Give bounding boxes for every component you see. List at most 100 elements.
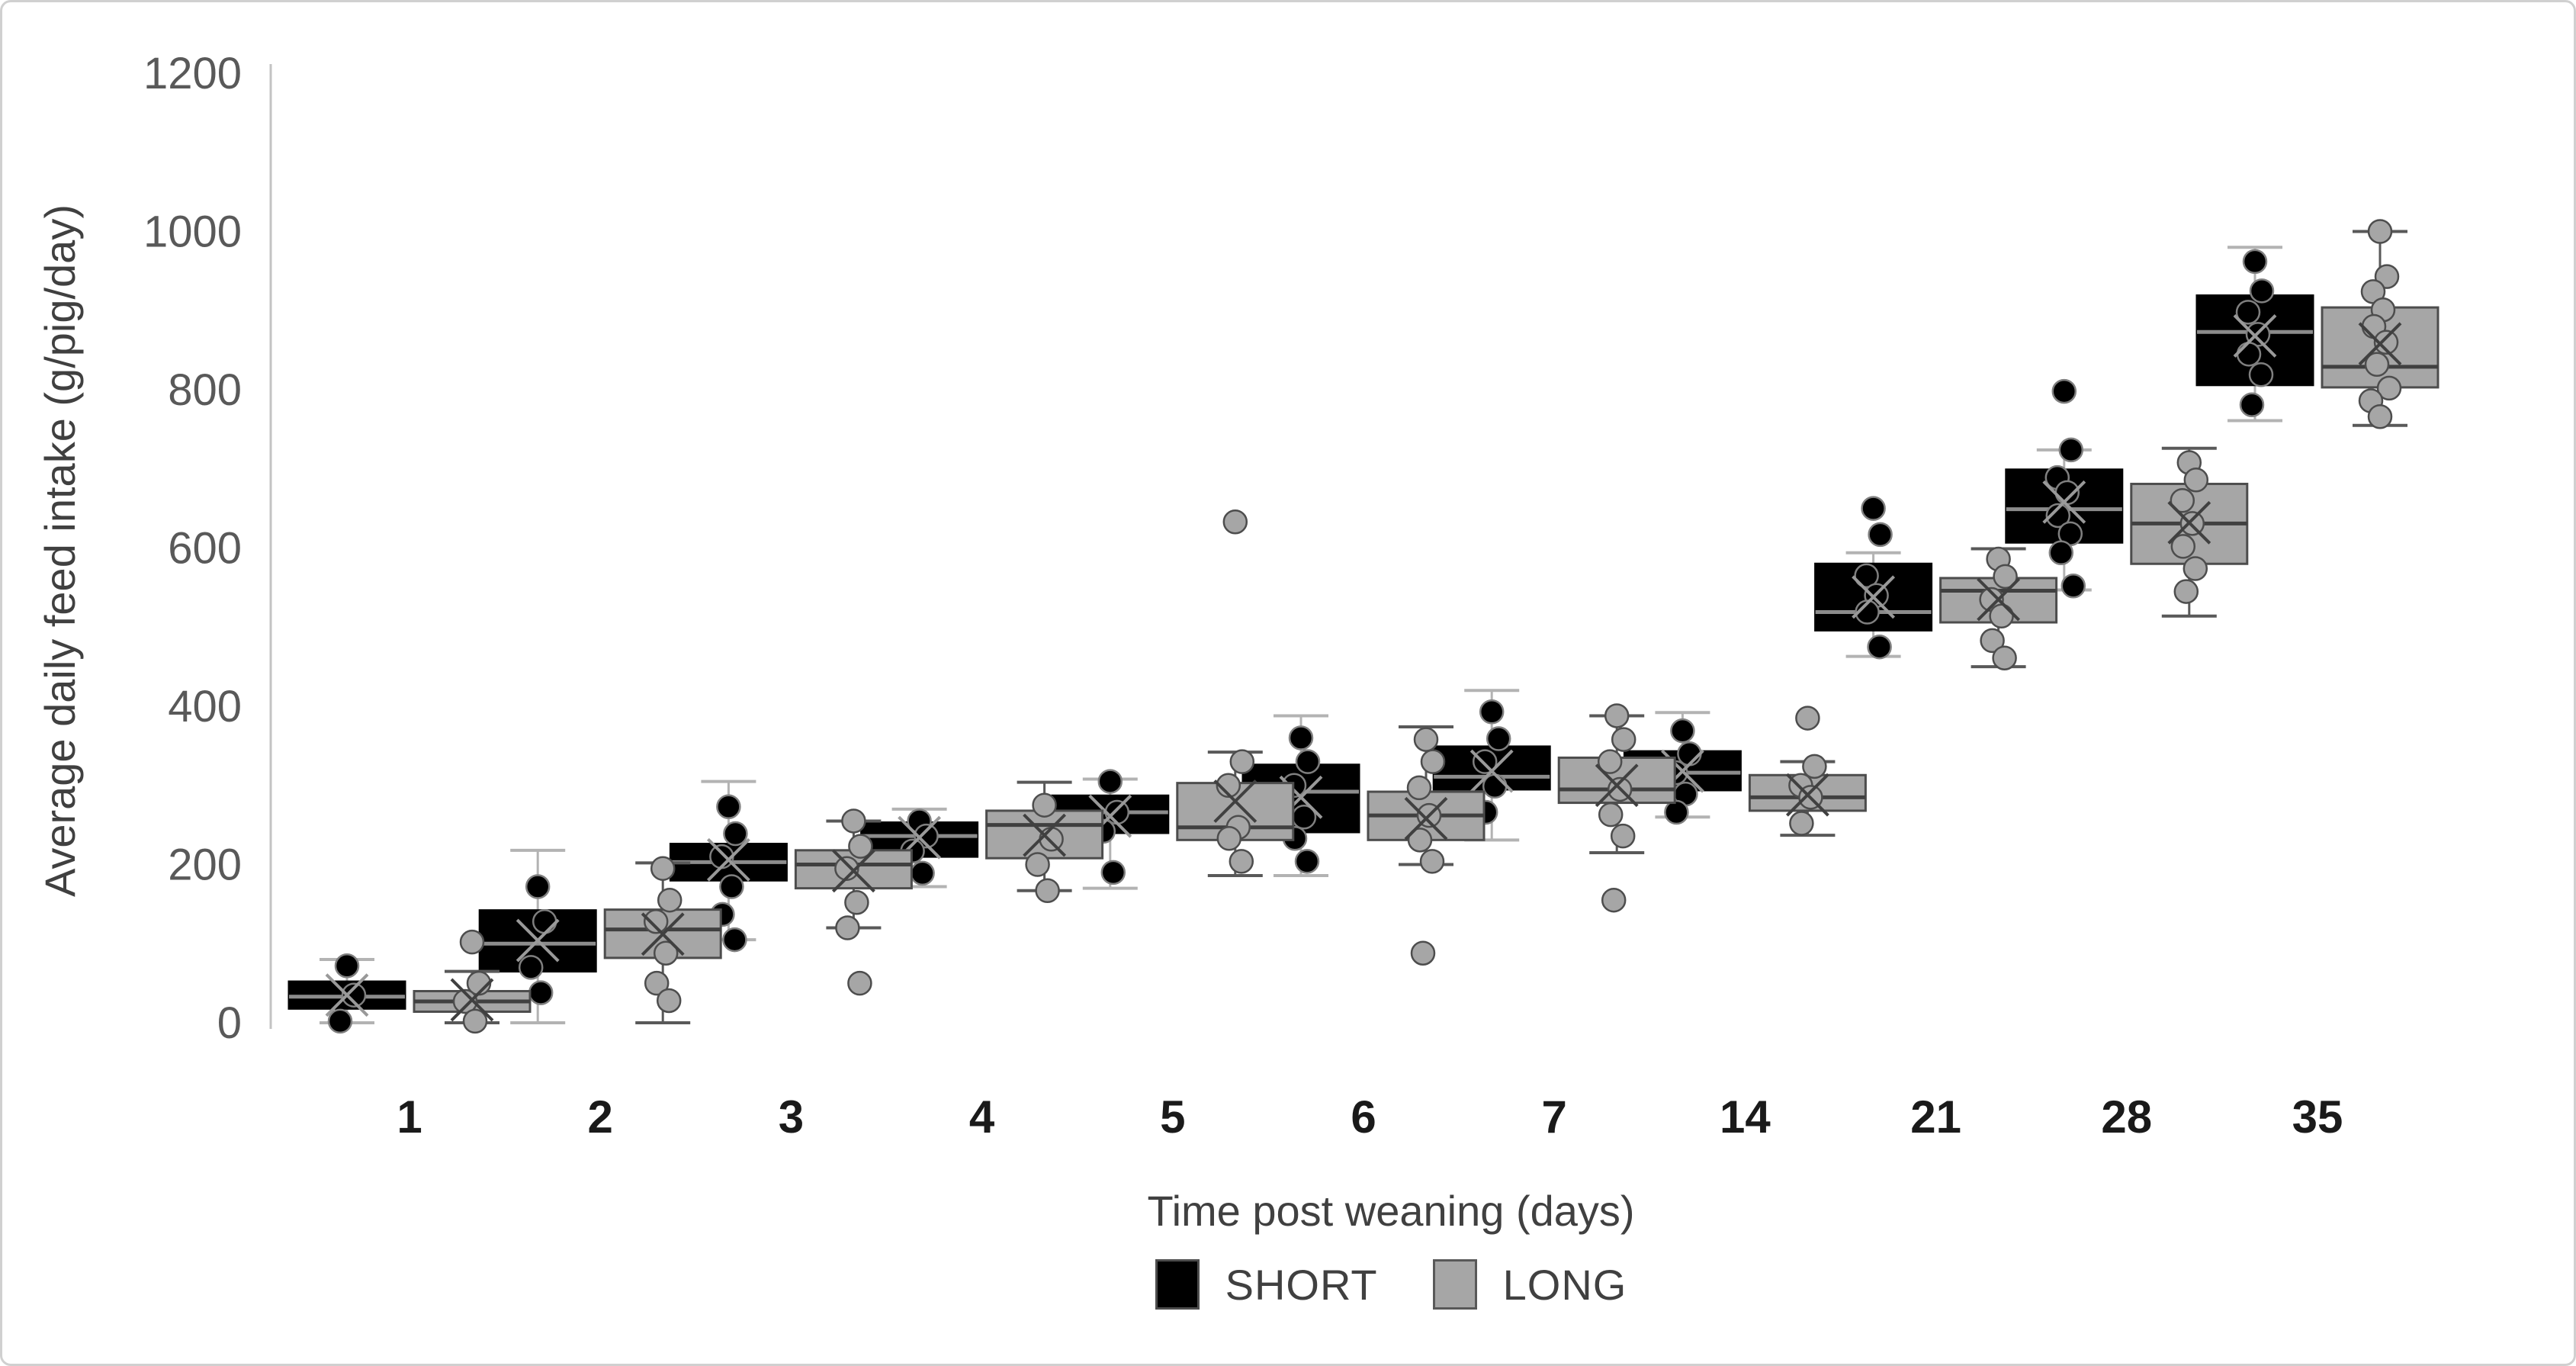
data-point-long-day-7 bbox=[1610, 823, 1636, 849]
data-point-long-day-6 bbox=[1406, 775, 1432, 801]
data-point-long-day-6 bbox=[1419, 849, 1445, 874]
x-tick-label: 14 bbox=[1720, 1091, 1771, 1143]
x-tick-label: 35 bbox=[2292, 1091, 2343, 1143]
mean-marker-long-day-5 bbox=[1213, 779, 1257, 823]
data-point-long-day-1 bbox=[462, 1008, 488, 1034]
data-point-short-day-7 bbox=[1486, 726, 1511, 751]
mean-marker-long-day-3 bbox=[831, 849, 875, 893]
data-point-long-day-7 bbox=[1598, 802, 1624, 828]
data-point-short-day-5 bbox=[1100, 860, 1126, 885]
mean-marker-short-day-1 bbox=[325, 973, 369, 1017]
data-point-short-day-2 bbox=[532, 908, 557, 934]
data-point-long-day-7 bbox=[1601, 887, 1627, 913]
data-point-short-day-5 bbox=[1097, 769, 1123, 794]
mean-marker-short-day-21 bbox=[1852, 575, 1896, 619]
data-point-long-day-2 bbox=[657, 887, 683, 913]
data-point-long-day-4 bbox=[1039, 827, 1064, 852]
y-tick-label: 800 bbox=[168, 365, 242, 415]
data-point-short-day-35 bbox=[2235, 300, 2261, 325]
data-point-short-day-21 bbox=[1861, 496, 1886, 521]
data-point-short-day-7 bbox=[1479, 699, 1505, 725]
mean-marker-short-day-35 bbox=[2233, 314, 2277, 358]
data-point-long-day-35 bbox=[2367, 404, 2393, 429]
data-point-long-day-3 bbox=[841, 808, 866, 834]
data-point-long-day-28 bbox=[2179, 511, 2205, 536]
data-point-short-day-35 bbox=[2249, 278, 2275, 304]
data-point-long-day-5 bbox=[1229, 749, 1255, 774]
data-point-long-day-3 bbox=[835, 915, 860, 940]
data-point-long-day-2 bbox=[656, 988, 682, 1014]
x-tick-label: 6 bbox=[1351, 1091, 1376, 1143]
x-tick-label: 28 bbox=[2101, 1091, 2152, 1143]
data-point-long-day-14 bbox=[1789, 811, 1814, 836]
data-point-short-day-1 bbox=[341, 982, 367, 1008]
data-point-short-day-28 bbox=[2058, 437, 2084, 463]
data-point-short-day-6 bbox=[1295, 749, 1321, 774]
data-point-long-day-4 bbox=[1032, 792, 1057, 818]
data-point-short-day-35 bbox=[2236, 342, 2262, 367]
data-point-short-day-28 bbox=[2048, 540, 2074, 565]
mean-marker-long-day-21 bbox=[1977, 577, 2021, 622]
data-point-long-day-28 bbox=[2183, 556, 2208, 581]
data-point-short-day-35 bbox=[2242, 249, 2268, 275]
data-point-long-day-6 bbox=[1407, 828, 1433, 853]
data-point-long-day-1 bbox=[452, 988, 478, 1014]
data-point-long-day-2 bbox=[643, 908, 669, 934]
data-point-short-day-7 bbox=[1472, 749, 1498, 774]
mean-marker-short-day-7 bbox=[1469, 749, 1514, 793]
data-point-long-day-6 bbox=[1410, 940, 1436, 966]
data-point-long-day-5 bbox=[1216, 773, 1241, 798]
y-tick-label: 1200 bbox=[143, 49, 242, 98]
data-point-short-day-14 bbox=[1670, 718, 1695, 744]
mean-marker-long-day-28 bbox=[2167, 500, 2211, 545]
data-point-long-day-4 bbox=[1025, 852, 1050, 877]
data-point-long-day-3 bbox=[848, 834, 873, 859]
data-point-long-day-35 bbox=[2364, 352, 2390, 378]
data-point-long-day-21 bbox=[1993, 564, 2018, 590]
data-point-long-day-14 bbox=[1802, 754, 1827, 779]
data-point-long-day-2 bbox=[650, 856, 676, 881]
data-point-long-day-21 bbox=[1989, 603, 2014, 628]
data-point-short-day-4 bbox=[910, 860, 935, 886]
y-tick-label: 600 bbox=[168, 524, 242, 574]
data-point-long-day-35 bbox=[2367, 219, 2393, 244]
data-point-short-day-3 bbox=[716, 794, 741, 820]
data-point-short-day-21 bbox=[1868, 522, 1893, 548]
y-axis-title: Average daily feed intake (g/pig/day) bbox=[36, 204, 84, 897]
data-point-long-day-7 bbox=[1604, 703, 1630, 728]
data-point-long-day-4 bbox=[1035, 878, 1060, 903]
mean-marker-long-day-35 bbox=[2358, 322, 2402, 366]
data-point-short-day-2 bbox=[518, 955, 544, 980]
data-point-long-day-5 bbox=[1229, 849, 1254, 874]
x-tick-label: 5 bbox=[1160, 1091, 1185, 1143]
data-point-long-day-5 bbox=[1222, 509, 1248, 535]
data-point-long-day-28 bbox=[2173, 579, 2199, 604]
y-tick-label: 400 bbox=[168, 682, 242, 731]
data-point-long-day-3 bbox=[847, 970, 872, 996]
data-point-short-day-3 bbox=[723, 821, 748, 847]
data-point-long-day-6 bbox=[1413, 727, 1439, 752]
x-tick-label: 2 bbox=[588, 1091, 613, 1143]
legend-swatch-long bbox=[1432, 1259, 1477, 1310]
data-point-long-day-1 bbox=[459, 929, 485, 955]
data-point-long-day-35 bbox=[2376, 375, 2402, 401]
data-point-long-day-14 bbox=[1795, 705, 1820, 731]
mean-marker-long-day-4 bbox=[1023, 813, 1067, 857]
legend-label-short: SHORT bbox=[1225, 1260, 1378, 1309]
data-point-short-day-28 bbox=[2045, 503, 2071, 529]
mean-marker-long-day-6 bbox=[1404, 796, 1448, 840]
x-tick-label: 4 bbox=[969, 1091, 995, 1143]
data-point-short-day-1 bbox=[334, 953, 360, 979]
data-point-long-day-21 bbox=[1980, 628, 2005, 654]
mean-marker-long-day-2 bbox=[641, 912, 685, 956]
data-point-short-day-35 bbox=[2239, 392, 2265, 417]
legend-item-short: SHORT bbox=[1155, 1259, 1378, 1310]
data-point-long-day-21 bbox=[1992, 645, 2017, 670]
data-point-long-day-7 bbox=[1597, 749, 1623, 774]
x-tick-label: 3 bbox=[779, 1091, 804, 1143]
data-point-long-day-35 bbox=[2373, 329, 2399, 355]
data-point-short-day-3 bbox=[719, 874, 744, 899]
data-point-short-day-6 bbox=[1294, 849, 1320, 874]
x-tick-label: 21 bbox=[1910, 1091, 1961, 1143]
